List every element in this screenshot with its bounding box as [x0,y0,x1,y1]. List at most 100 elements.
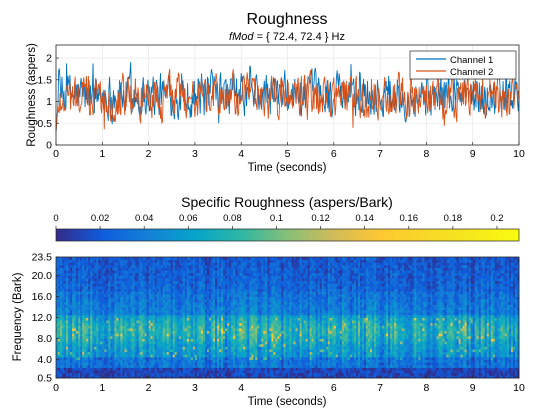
heatmap-cell [464,351,468,355]
heatmap-cell [200,362,204,366]
heatmap-cell [144,338,147,342]
heatmap-cell [466,325,470,329]
heatmap-cell [329,338,333,342]
heatmap-cell [78,330,81,334]
heatmap-cell [321,359,325,363]
heatmap-cell [307,341,311,345]
heatmap-cell [156,335,160,339]
heatmap-cell [112,338,115,342]
heatmap-cell [104,359,107,363]
heatmap-cell [307,364,311,368]
heatmap-cell [412,343,415,347]
heatmap-cell [474,333,478,337]
heatmap-cell [200,367,204,371]
heatmap-cell [502,367,506,371]
heatmap-cell [154,333,158,337]
heatmap-cell [404,370,407,374]
heatmap-cell [366,370,369,374]
heatmap-cell [466,362,470,366]
heatmap-cell [104,330,107,334]
heatmap-cell [301,325,304,329]
heatmap-cell [124,333,127,337]
heatmap-cell [368,356,371,360]
heatmap-cell [380,341,383,345]
heatmap-cell [361,351,365,355]
heatmap-cell [120,333,123,337]
heatmap-cell [450,322,453,326]
heatmap-cell [321,343,325,347]
heatmap-cell [110,328,113,332]
heatmap-cell [221,356,224,360]
heatmap-cell [164,322,168,326]
heatmap-cell [198,338,202,342]
heatmap-cell [410,330,413,334]
heatmap-cell [333,328,337,332]
heatmap-cell [440,322,443,326]
heatmap-cell [442,325,445,329]
heatmap-cell [460,343,464,347]
heatmap-cell [265,330,268,334]
heatmap-cell [504,367,508,371]
heatmap-cell [386,346,389,350]
heatmap-cell [192,362,196,366]
heatmap-cell [343,364,347,368]
heatmap-cell [402,346,405,350]
heatmap-cell [86,320,89,324]
heatmap-cell [208,335,212,339]
heatmap-cell [388,364,391,368]
heatmap-cell [237,335,240,339]
heatmap-cell [337,335,341,339]
heatmap-cell [472,349,476,353]
heatmap-cell [287,375,290,379]
heatmap-cell [422,338,425,342]
heatmap-cell [152,356,156,360]
heatmap-cell [118,349,121,353]
heatmap-cell [357,328,361,332]
heatmap-cell [235,351,238,355]
heatmap-cell [424,354,427,358]
heatmap-cell [370,375,373,379]
heatmap-cell [366,354,369,358]
heatmap-cell [355,364,359,368]
heatmap-cell [339,359,343,363]
heatmap-cell [281,322,284,326]
heatmap-cell [508,330,512,334]
heatmap-cell [378,351,381,355]
heatmap-cell [458,364,462,368]
heatmap-cell [233,328,236,332]
heatmap-cell [307,346,311,350]
heatmap-cell [325,322,329,326]
heatmap-cell [388,330,391,334]
heatmap-cell [206,359,210,363]
heatmap-cell [62,351,65,355]
heatmap-cell [263,359,266,363]
heatmap-cell [263,325,266,329]
heatmap-cell [486,335,490,339]
heatmap-cell [488,367,492,371]
heatmap-cell [56,330,59,334]
heatmap-cell [100,328,103,332]
heatmap-cell [347,370,351,374]
heatmap-cell [355,367,359,371]
heatmap-cell [162,359,166,363]
heatmap-cell [492,375,496,379]
heatmap-cell [273,328,276,332]
heatmap-cell [255,333,258,337]
heatmap-cell [182,322,186,326]
heatmap-cell [162,333,166,337]
heatmap-cell [390,362,393,366]
heatmap-cell [329,349,333,353]
heatmap-cell [351,364,355,368]
heatmap-cell [68,338,71,342]
heatmap-cell [190,375,194,379]
heatmap-cell [211,367,214,371]
heatmap-cell [174,330,178,334]
heatmap-cell [400,354,403,358]
heatmap-cell [235,362,238,366]
heatmap-cell [317,343,321,347]
heatmap-cell [349,356,353,360]
heatmap-cell [243,335,246,339]
heatmap-cell [355,370,359,374]
heatmap-cell [301,356,304,360]
heatmap-cell [88,351,91,355]
